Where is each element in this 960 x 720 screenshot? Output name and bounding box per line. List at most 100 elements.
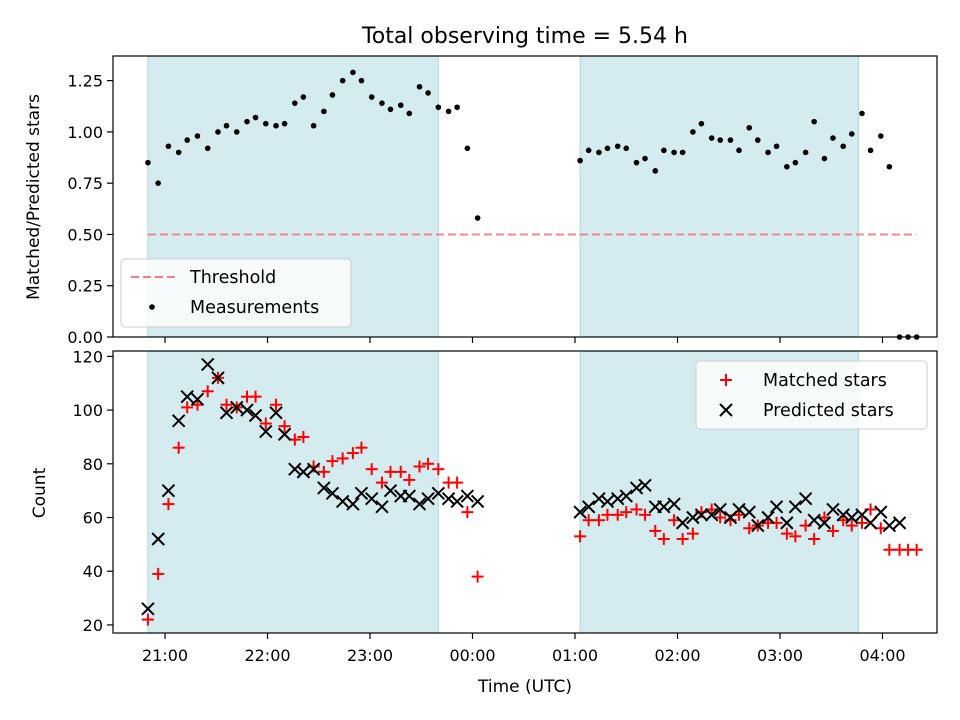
matched-point	[845, 519, 858, 532]
matched-point	[630, 503, 643, 516]
predicted-point	[151, 532, 165, 546]
measurement-point	[194, 133, 201, 139]
predicted-point	[141, 602, 155, 616]
x-tick-label: 01:00	[552, 646, 598, 665]
measurement-point	[652, 168, 659, 174]
measurement-point	[175, 149, 182, 156]
measurement-point	[310, 122, 317, 129]
measurement-point	[445, 108, 452, 115]
predicted-point	[761, 510, 775, 525]
measurement-point	[661, 147, 667, 154]
matched-point	[365, 463, 378, 476]
predicted-point	[325, 486, 340, 501]
predicted-point	[269, 406, 283, 420]
matched-point	[789, 530, 802, 543]
y-tick-label: 0.00	[67, 328, 103, 347]
predicted-point	[817, 516, 832, 530]
predicted-point	[675, 516, 690, 530]
measurement-point	[690, 129, 696, 135]
predicted-point	[581, 500, 596, 514]
y-tick-label: 0.50	[67, 225, 103, 244]
matched-point	[743, 522, 756, 535]
matched-point	[346, 447, 359, 460]
predicted-point	[365, 492, 379, 506]
measurement-point	[604, 145, 611, 152]
x-tick-label: 00:00	[449, 646, 495, 665]
matched-point	[471, 570, 484, 583]
matched-point	[676, 533, 689, 545]
predicted-point	[694, 508, 709, 522]
measurement-point	[300, 94, 307, 100]
measurement-point	[281, 120, 288, 127]
legend-measurements-label: Measurements	[190, 298, 319, 318]
top-legend-box	[120, 258, 352, 328]
predicted-point	[732, 502, 746, 517]
measurement-point	[339, 77, 346, 84]
measurement-point	[773, 143, 780, 150]
measurement-point	[416, 83, 423, 90]
bottom-axes-frame	[112, 350, 938, 634]
x-tick-label: 23:00	[347, 646, 393, 665]
measurement-point	[784, 163, 790, 170]
measurement-point	[877, 133, 884, 139]
y-tick-label: 0.25	[67, 277, 103, 296]
predicted-point	[375, 500, 389, 514]
measurement-point	[368, 94, 375, 100]
measurement-point	[397, 102, 404, 109]
matched-point	[451, 476, 464, 489]
predicted-point	[874, 505, 888, 519]
predicted-point	[704, 508, 719, 522]
matched-point	[413, 460, 426, 473]
matched-point	[657, 533, 670, 545]
x-tick-label: 22:00	[244, 646, 290, 665]
predicted-point	[259, 424, 273, 439]
predicted-point	[882, 518, 897, 533]
measurement-point	[679, 149, 686, 156]
measurement-point	[474, 215, 481, 221]
measurement-point	[754, 137, 761, 143]
predicted-point	[751, 518, 765, 533]
matched-point	[883, 543, 896, 556]
bottom-legend: Matched stars Predicted stars	[695, 360, 928, 430]
measurement-point	[802, 149, 809, 156]
predicted-point	[798, 492, 813, 506]
predicted-point	[412, 497, 427, 511]
measurement-point	[717, 137, 724, 143]
x-axis-label: Time (UTC)	[477, 677, 572, 697]
measurement-point	[642, 155, 648, 162]
x-tick-label: 03:00	[757, 646, 803, 665]
measurement-point	[358, 77, 365, 84]
predicted-point	[171, 414, 186, 428]
matched-point	[422, 457, 435, 470]
bottom-legend-box	[695, 360, 928, 430]
measurement-point	[848, 131, 855, 137]
predicted-stars-series	[141, 357, 907, 616]
measurement-point	[252, 114, 259, 121]
top-axes-frame	[112, 55, 938, 338]
legend-threshold-label: Threshold	[189, 268, 276, 288]
legend-predicted-swatch	[719, 403, 733, 417]
predicted-point	[450, 494, 464, 509]
measurement-point	[633, 159, 640, 166]
predicted-point	[306, 462, 321, 476]
matched-point	[808, 533, 821, 545]
predicted-point	[667, 497, 681, 511]
measurement-point	[292, 100, 298, 106]
measurement-point	[184, 137, 191, 143]
measurement-point	[614, 143, 621, 150]
predicted-point	[629, 481, 644, 495]
legend-predicted-label: Predicted stars	[763, 401, 894, 421]
predicted-point	[431, 486, 446, 501]
measurement-point	[406, 110, 413, 117]
matched-point	[910, 543, 923, 556]
predicted-point	[211, 371, 225, 385]
measurement-point	[792, 159, 799, 166]
measurement-point	[321, 108, 327, 115]
predicted-point	[421, 492, 435, 506]
predicted-point	[788, 500, 803, 514]
observing-window	[579, 55, 860, 338]
matched-point	[649, 524, 662, 537]
y-tick-label: 40	[83, 562, 103, 581]
measurement-point	[596, 149, 602, 156]
predicted-point	[335, 494, 350, 509]
